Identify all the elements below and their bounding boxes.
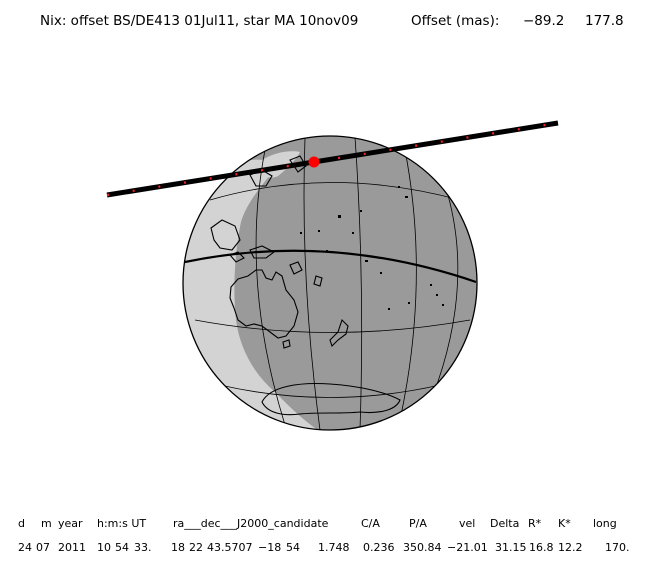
label-delta: Delta [490, 517, 520, 530]
value-rstar: 16.8 [529, 541, 554, 554]
label-pa: P/A [409, 517, 427, 530]
label-kstar: K* [558, 517, 571, 530]
value-kstar: 12.2 [558, 541, 583, 554]
value-candidate: 1.748 [318, 541, 350, 554]
value-ca: 0.236 [363, 541, 395, 554]
label-rstar: R* [528, 517, 542, 530]
value-long: 170. [605, 541, 630, 554]
event-marker [308, 156, 320, 168]
value-minute: 54 [115, 541, 129, 554]
label-day: d [18, 517, 25, 530]
value-delta: 31.15 [495, 541, 527, 554]
label-coordinates: ra___dec___J2000_candidate [173, 517, 329, 530]
value-vel: −21.01 [447, 541, 488, 554]
globe-limb [182, 135, 478, 431]
value-year: 2011 [58, 541, 86, 554]
offset-y-value: 177.8 [585, 13, 624, 29]
label-long: long [593, 517, 617, 530]
value-hour: 10 [97, 541, 111, 554]
page-title: Nix: offset BS/DE413 01Jul11, star MA 10… [40, 13, 359, 29]
value-ra-s: 43.5707 [207, 541, 253, 554]
value-month: 07 [36, 541, 50, 554]
label-year: year [58, 517, 83, 530]
value-pa: 350.84 [403, 541, 442, 554]
header: Nix: offset BS/DE413 01Jul11, star MA 10… [0, 13, 645, 33]
value-ra-m: 22 [189, 541, 203, 554]
value-dec-m: 54 [286, 541, 300, 554]
grid-lines [194, 136, 471, 430]
value-dec-d: −18 [258, 541, 282, 554]
value-second: 33. [134, 541, 152, 554]
label-vel: vel [459, 517, 476, 530]
occultation-track [106, 120, 559, 198]
offset-x-value: −89.2 [523, 13, 565, 29]
value-ra-h: 18 [171, 541, 185, 554]
label-ca: C/A [361, 517, 380, 530]
value-day: 24 [18, 541, 32, 554]
label-month: m [41, 517, 52, 530]
label-time: h:m:s UT [97, 517, 147, 530]
island-dots [300, 186, 444, 310]
offset-label: Offset (mas): [411, 13, 500, 29]
equator-line [184, 249, 477, 284]
